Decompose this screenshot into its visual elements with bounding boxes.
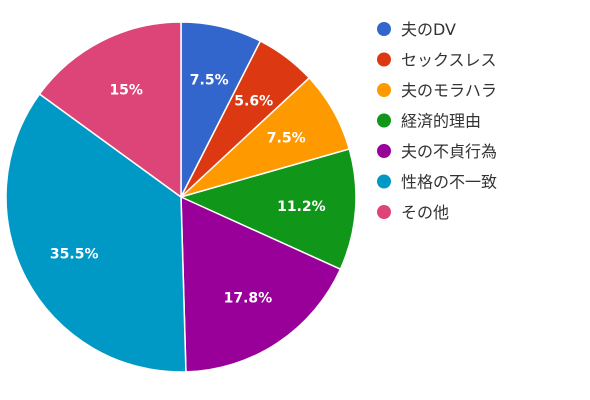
legend-marker	[377, 113, 391, 128]
legend-label: 夫の不貞行為	[401, 142, 497, 161]
legend-marker	[377, 52, 391, 67]
pie-slice-4	[180, 195, 342, 373]
legend-marker	[377, 22, 391, 36]
slice-percent-label: 7.5%	[190, 73, 229, 89]
pie-slice-6	[38, 21, 182, 199]
legend-marker	[377, 144, 391, 158]
slice-percent-label: 11.2%	[277, 199, 326, 215]
pie-percent-labels: 7.5% 5.6% 7.5% 11.2% 17.8% 35.5% 15%	[50, 73, 326, 307]
pie-slices	[5, 21, 357, 373]
legend-marker	[377, 83, 391, 97]
slice-percent-label: 17.8%	[224, 291, 273, 307]
legend-marker	[377, 205, 391, 219]
slice-percent-label: 7.5%	[267, 131, 306, 147]
slice-percent-label: 35.5%	[50, 246, 99, 262]
legend-label: その他	[401, 203, 449, 222]
legend-label: 夫のDV	[401, 20, 456, 39]
slice-percent-label: 15%	[109, 82, 143, 98]
legend-label: セックスレス	[401, 51, 497, 70]
legend-marker	[377, 174, 391, 189]
pie-slice-5	[5, 92, 187, 373]
legend-label: 経済的理由	[401, 112, 481, 131]
legend-label: 性格の不一致	[401, 173, 497, 192]
slice-percent-label: 5.6%	[234, 94, 273, 110]
legend-label: 夫のモラハラ	[401, 81, 497, 100]
pie-slice-3	[178, 148, 357, 271]
